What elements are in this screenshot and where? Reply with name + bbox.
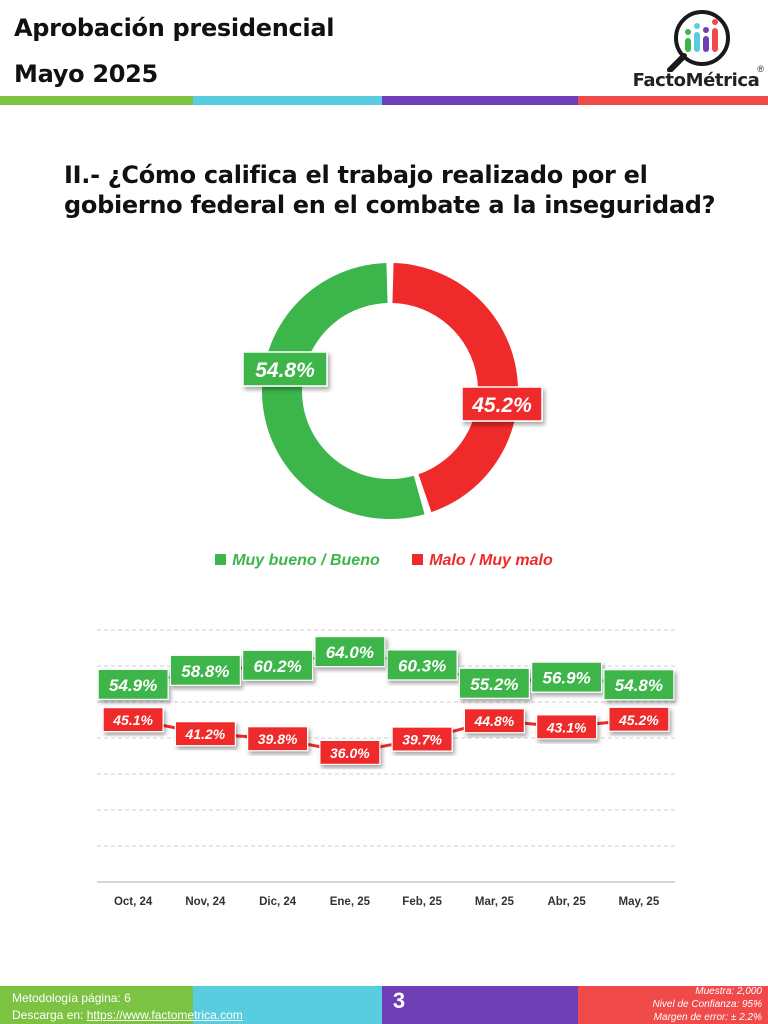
download-prefix: Descarga en: (12, 1008, 87, 1022)
svg-text:54.9%: 54.9% (109, 676, 157, 695)
report-title: Aprobación presidencial (14, 14, 335, 42)
donut-slice-positive (262, 263, 425, 519)
data-label-negative: 41.2% (174, 721, 236, 747)
svg-text:39.8%: 39.8% (258, 731, 298, 747)
page-number: 3 (392, 988, 406, 1013)
footer-segment-purple (382, 986, 578, 1024)
data-label-negative: 44.8% (463, 708, 525, 734)
legend-item-positive: Muy bueno / Bueno (215, 552, 380, 570)
data-label-positive: 55.2% (458, 667, 530, 699)
data-label-negative: 45.2% (608, 706, 670, 732)
chart-legend: Muy bueno / Bueno Malo / Muy malo (0, 552, 768, 570)
header-color-bar (0, 96, 768, 105)
bar-segment-cyan (193, 96, 382, 105)
logo-registered-mark: ® (757, 64, 764, 74)
svg-text:55.2%: 55.2% (470, 675, 518, 694)
magnifier-chart-icon (667, 10, 730, 73)
footer-segment-green (0, 986, 193, 1024)
x-tick-label: Feb, 25 (402, 896, 442, 908)
data-label-positive: 60.3% (386, 649, 458, 681)
x-tick-label: Nov, 24 (185, 896, 226, 908)
download-line: Descarga en: https://www.factometrica.co… (12, 1007, 243, 1024)
confidence-level: Nivel de Confianza: 95% (652, 999, 762, 1010)
legend-swatch-red (412, 554, 424, 565)
footer-info: Metodología página: 6 Descarga en: https… (12, 990, 243, 1024)
x-tick-label: Abr, 25 (547, 896, 586, 908)
bar-segment-purple (382, 96, 578, 105)
question-text: II.- ¿Cómo califica el trabajo realizado… (64, 161, 716, 219)
svg-text:41.2%: 41.2% (185, 726, 226, 742)
footer-segment-red (578, 986, 768, 1024)
x-tick-label: Oct, 24 (114, 896, 153, 908)
margin-of-error: Margen de error: ± 2.2% (653, 1012, 762, 1023)
x-tick-label: Dic, 24 (259, 896, 297, 908)
data-label-negative: 43.1% (536, 714, 598, 740)
factometrica-logo: FactoMétrica ® (628, 6, 764, 96)
data-label-negative: 39.7% (391, 726, 453, 752)
legend-label-negative: Malo / Muy malo (429, 552, 553, 569)
footer-segment-cyan (193, 986, 382, 1024)
x-tick-label: Ene, 25 (330, 896, 371, 908)
svg-text:43.1%: 43.1% (546, 719, 587, 735)
svg-text:45.2%: 45.2% (618, 712, 659, 728)
data-label-positive: 56.9% (531, 661, 603, 693)
svg-text:58.8%: 58.8% (181, 662, 229, 681)
x-tick-label: Mar, 25 (475, 896, 515, 908)
bar-segment-green (0, 96, 193, 105)
x-tick-label: May, 25 (619, 896, 660, 908)
trend-line-chart: 54.9% 58.8% 60.2% 64.0% 60.3% 55.2% 56.9% 54.8%… (97, 629, 675, 908)
donut-chart: 54.8% 45.2% (242, 263, 543, 519)
data-label-positive: 58.8% (169, 654, 241, 686)
donut-label-positive: 54.8% (242, 351, 328, 387)
donut-label-negative: 45.2% (461, 386, 543, 422)
data-label-positive: 60.2% (242, 649, 314, 681)
sample-size: Muestra: 2,000 (695, 986, 762, 997)
data-label-positive: 54.8% (603, 669, 675, 701)
legend-item-negative: Malo / Muy malo (412, 552, 553, 570)
svg-text:54.8%: 54.8% (615, 676, 663, 695)
svg-text:45.2%: 45.2% (471, 394, 532, 417)
data-label-negative: 36.0% (319, 739, 381, 765)
logo-text: FactoMétrica (632, 70, 760, 91)
survey-stats: Muestra: 2,000 Nivel de Confianza: 95% M… (652, 985, 762, 1024)
svg-text:56.9%: 56.9% (543, 669, 591, 688)
svg-text:64.0%: 64.0% (326, 643, 374, 662)
svg-text:36.0%: 36.0% (330, 745, 370, 761)
data-label-positive: 64.0% (314, 636, 386, 668)
donut-slice-negative (392, 263, 518, 513)
legend-label-positive: Muy bueno / Bueno (232, 552, 380, 569)
report-date: Mayo 2025 (14, 60, 158, 88)
svg-text:39.7%: 39.7% (402, 732, 442, 748)
footer-color-bar (0, 986, 768, 1024)
data-label-negative: 45.1% (102, 707, 164, 733)
methodology-note: Metodología página: 6 (12, 991, 131, 1005)
svg-text:44.8%: 44.8% (474, 713, 515, 729)
data-label-negative: 39.8% (247, 726, 309, 752)
bar-segment-red (578, 96, 768, 105)
legend-swatch-green (215, 554, 227, 565)
svg-text:60.2%: 60.2% (254, 657, 302, 676)
data-label-positive: 54.9% (97, 668, 169, 700)
svg-text:60.3%: 60.3% (398, 656, 446, 675)
download-link[interactable]: https://www.factometrica.com (86, 1008, 243, 1022)
svg-text:54.8%: 54.8% (255, 359, 315, 382)
svg-text:45.1%: 45.1% (112, 712, 153, 728)
